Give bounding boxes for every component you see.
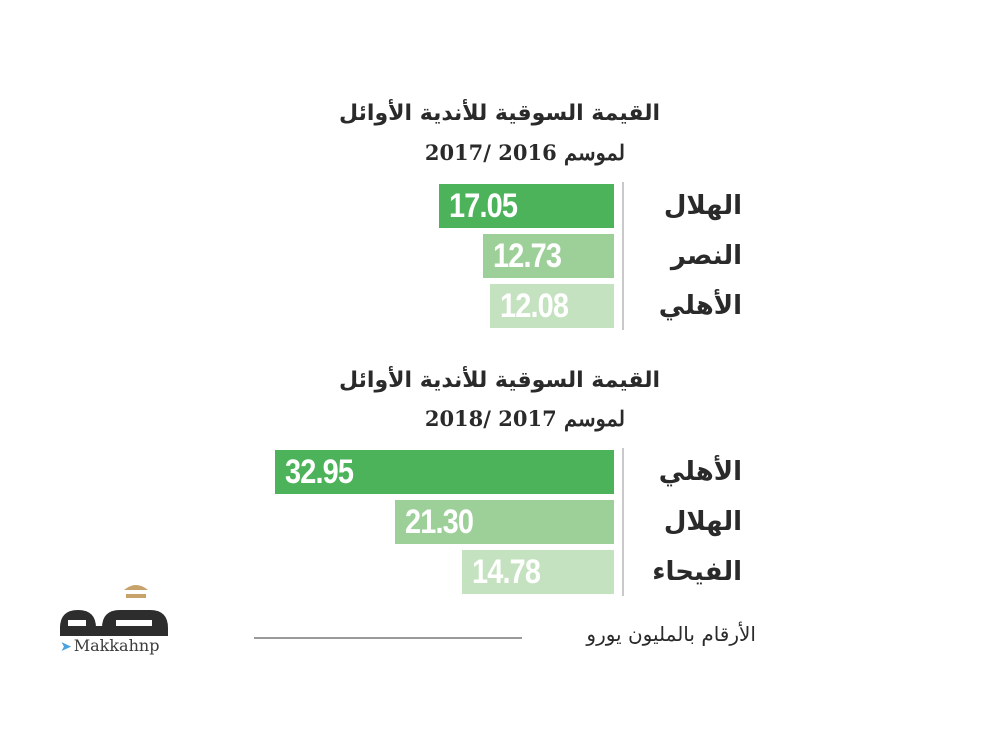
- chart2-bar-value-1: 32.95: [285, 453, 354, 491]
- chart1-bar-value-2: 12.73: [493, 237, 562, 275]
- chart2-bar-2: [395, 500, 614, 544]
- chart2-bar-value-3: 14.78: [472, 553, 541, 591]
- chart2-category-1: الأهلي: [658, 457, 742, 487]
- logo-makkah: [60, 585, 168, 636]
- logo-handle-text: Makkahnp: [73, 636, 160, 655]
- chart2-bar-1: [275, 450, 614, 494]
- chart1-bar-1: [439, 184, 614, 228]
- chart1-bar-value-3: 12.08: [500, 287, 569, 325]
- chart1-category-3: الأهلي: [658, 291, 742, 321]
- chart2-bar-value-2: 21.30: [405, 503, 474, 541]
- unit-note-rule: [254, 637, 522, 639]
- chart1-bar-2: [483, 234, 614, 278]
- chart1-category-2: النصر: [670, 241, 742, 271]
- chart1-bar-value-1: 17.05: [449, 187, 518, 225]
- chart1-category-1: الهلال: [663, 191, 742, 221]
- chart2-category-3: الفيحاء: [652, 557, 742, 587]
- unit-note: الأرقام بالمليون يورو: [586, 622, 756, 646]
- logo-handle: ➤ Makkahnp: [60, 636, 160, 655]
- chart2-bar-3: [462, 550, 614, 594]
- bird-icon: ➤: [60, 639, 72, 655]
- chart1-subtitle: لموسم 2016 /2017: [424, 140, 625, 165]
- chart2-title: القيمة السوقية للأندية الأوائل: [339, 368, 660, 393]
- chart1-title: القيمة السوقية للأندية الأوائل: [339, 101, 660, 126]
- chart1-bar-3: [490, 284, 614, 328]
- chart2-axis-line: [622, 448, 624, 596]
- chart2-category-2: الهلال: [663, 507, 742, 537]
- chart1-axis-line: [622, 182, 624, 330]
- chart2-subtitle: لموسم 2017 /2018: [424, 406, 625, 431]
